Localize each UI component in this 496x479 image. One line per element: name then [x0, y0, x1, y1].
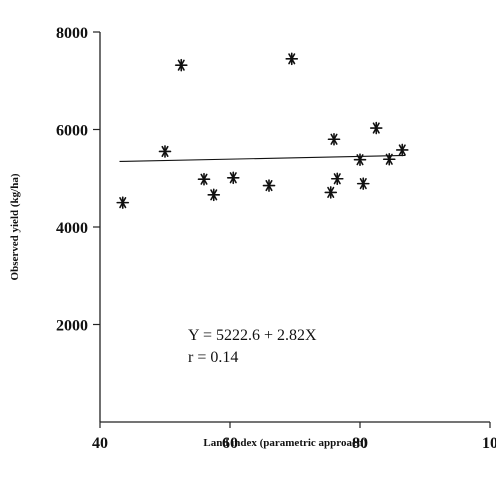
correlation-coefficient: r = 0.14 — [188, 349, 238, 366]
data-point — [395, 143, 409, 157]
data-point — [226, 171, 240, 185]
data-points — [116, 52, 409, 209]
regression-equation: Y = 5222.6 + 2.82X — [188, 327, 317, 344]
data-point — [174, 58, 188, 72]
y-axis-title: Observed yield (kg/ha) — [9, 173, 21, 280]
x-tick-label: 10 — [482, 435, 496, 452]
x-tick-label: 60 — [222, 435, 238, 452]
x-tick-label: 80 — [352, 435, 368, 452]
x-tick-label: 40 — [92, 435, 108, 452]
y-ticks: 2000 4000 6000 8000 — [56, 25, 100, 335]
data-point — [356, 177, 370, 190]
data-point — [369, 121, 383, 135]
data-point — [285, 52, 299, 66]
data-point — [330, 172, 344, 186]
y-tick-label: 2000 — [56, 318, 88, 335]
data-point — [207, 188, 221, 202]
y-tick-label: 4000 — [56, 220, 88, 237]
data-point — [353, 153, 367, 167]
data-point — [158, 145, 172, 158]
axes — [99, 32, 490, 423]
x-ticks: 40 60 80 10 — [92, 422, 496, 452]
data-point — [327, 132, 341, 146]
data-point — [324, 186, 338, 199]
y-tick-label: 6000 — [56, 123, 88, 140]
data-point — [197, 172, 211, 186]
data-point — [116, 196, 130, 209]
data-point — [262, 179, 276, 192]
data-point — [382, 152, 396, 166]
x-axis-title: Land index (parametric approach) — [203, 437, 367, 449]
y-tick-label: 8000 — [56, 25, 88, 42]
